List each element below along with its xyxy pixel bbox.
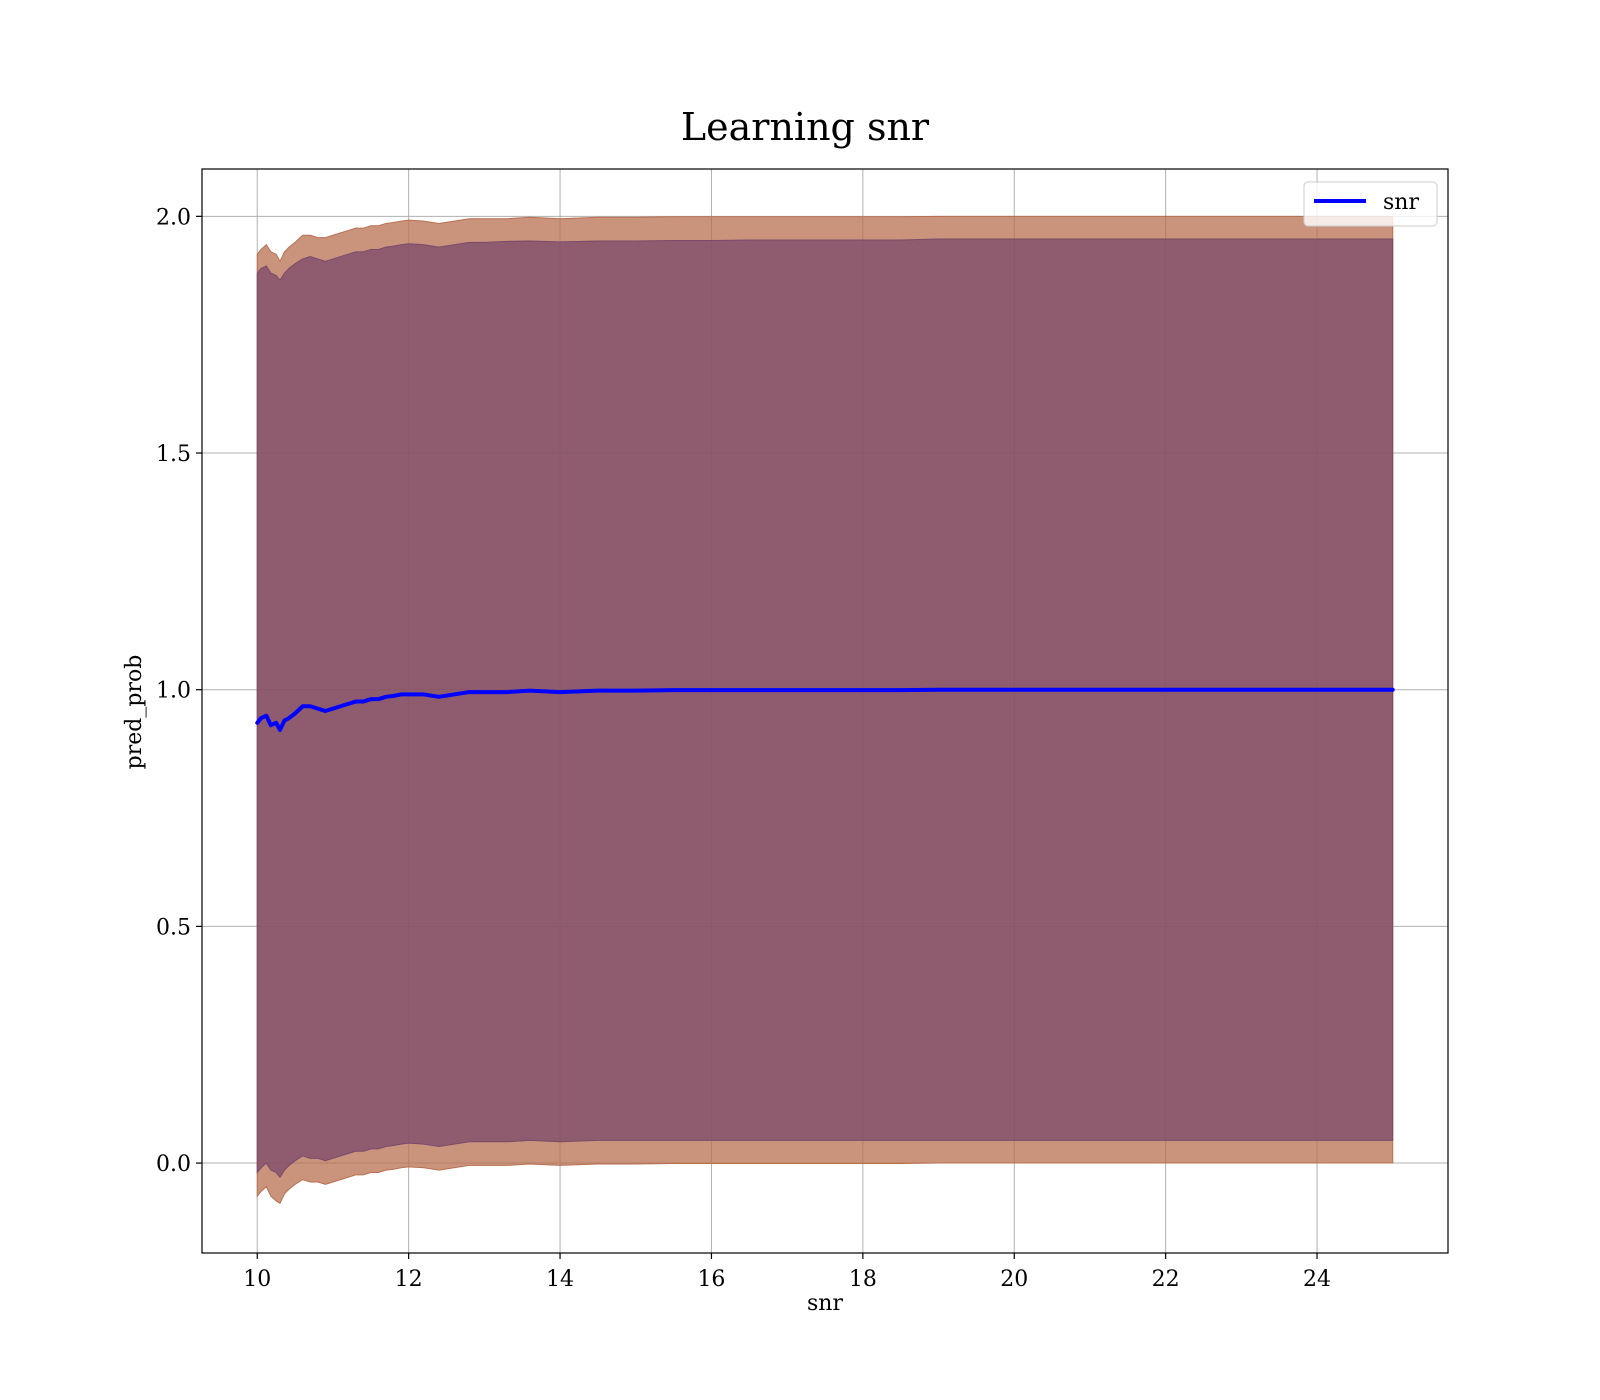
x-tick-label-0: 10 bbox=[243, 1267, 271, 1292]
x-tick-label-5: 20 bbox=[1000, 1267, 1028, 1292]
y-axis-ticks: 0.0 0.5 1.0 1.5 2.0 bbox=[156, 205, 202, 1177]
chart-title: Learning snr bbox=[681, 105, 930, 149]
x-tick-label-4: 18 bbox=[849, 1267, 877, 1292]
legend-label-snr: snr bbox=[1383, 190, 1419, 215]
x-tick-label-1: 12 bbox=[395, 1267, 423, 1292]
series-lines bbox=[255, 687, 1395, 732]
y-axis-label: pred_prob bbox=[122, 655, 147, 770]
confidence-bands bbox=[256, 215, 1394, 1205]
plot-frame bbox=[201, 168, 1449, 1254]
x-axis-ticks: 10 12 14 16 18 20 22 24 bbox=[243, 1253, 1331, 1292]
y-tick-label-1: 0.5 bbox=[156, 915, 191, 940]
y-tick-label-3: 1.5 bbox=[156, 442, 191, 467]
y-tick-label-0: 0.0 bbox=[156, 1152, 191, 1177]
legend: snr bbox=[1303, 181, 1438, 227]
legend-box bbox=[1303, 181, 1438, 227]
series-line-snr bbox=[255, 687, 1395, 732]
x-tick-label-2: 14 bbox=[546, 1267, 574, 1292]
x-tick-label-6: 22 bbox=[1152, 1267, 1180, 1292]
x-axis-label: snr bbox=[807, 1291, 843, 1316]
x-tick-label-3: 16 bbox=[697, 1267, 725, 1292]
y-tick-label-2: 1.0 bbox=[156, 679, 191, 704]
band-1 bbox=[256, 238, 1394, 1179]
x-tick-label-7: 24 bbox=[1303, 1267, 1331, 1292]
y-tick-label-4: 2.0 bbox=[156, 205, 191, 230]
